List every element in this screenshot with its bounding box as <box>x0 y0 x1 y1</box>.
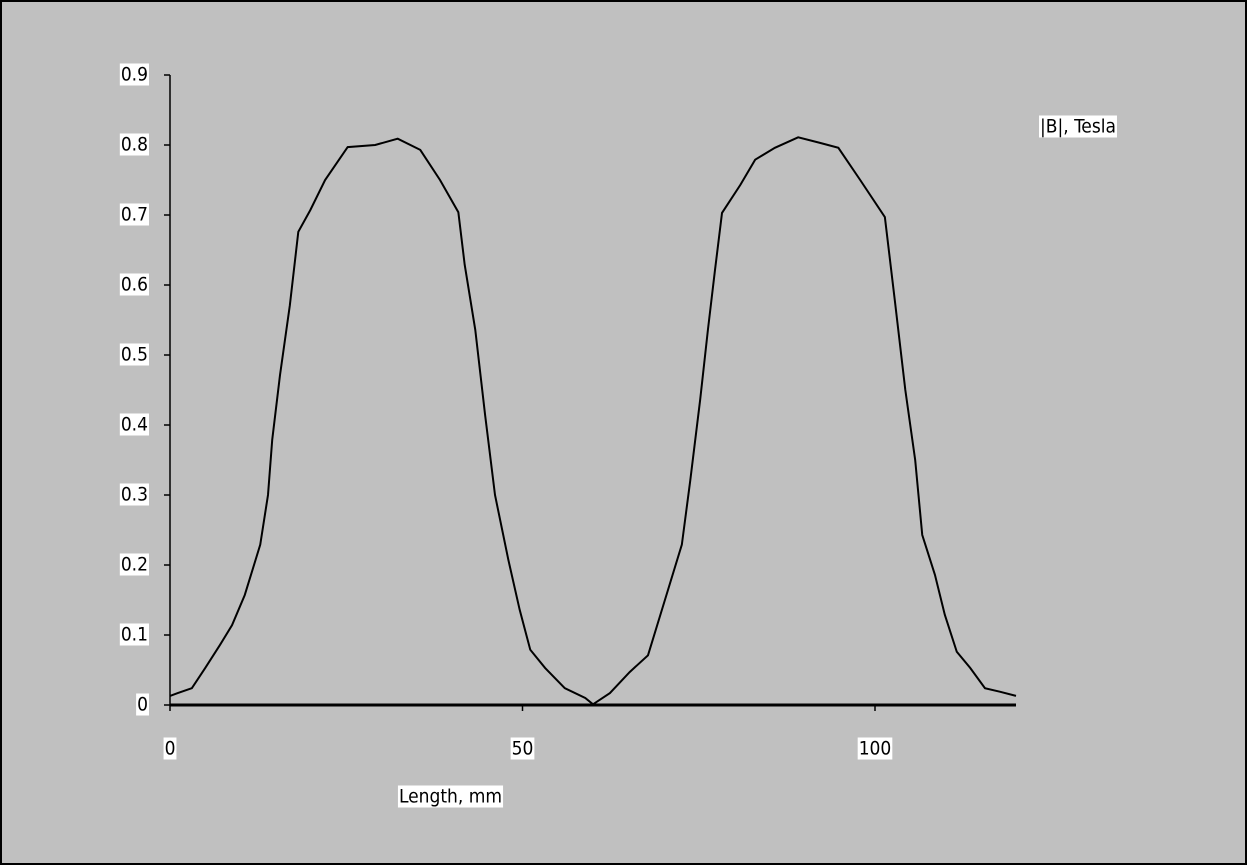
y-tick-label-background <box>119 343 149 366</box>
legend-label-background <box>1039 115 1117 138</box>
x-tick-label-background <box>163 737 177 760</box>
y-tick-label: 0.6 <box>121 274 148 296</box>
y-tick-label-background <box>119 273 149 296</box>
y-tick-label-background <box>119 203 149 226</box>
x-axis-title-background <box>397 785 504 808</box>
y-tick-label: 0 <box>137 694 148 716</box>
y-tick-label: 0.9 <box>121 64 148 86</box>
y-tick-label: 0.7 <box>121 204 148 226</box>
x-tick-label: 100 <box>859 738 892 760</box>
y-tick-label: 0.1 <box>121 624 148 646</box>
x-tick-label-background <box>857 737 893 760</box>
y-tick-label-background <box>119 63 149 86</box>
y-tick-label-background <box>119 483 149 506</box>
y-tick-label-background <box>119 133 149 156</box>
y-tick-label: 0.4 <box>121 414 148 436</box>
y-tick-label: 0.5 <box>121 344 148 366</box>
y-tick-label-background <box>119 623 149 646</box>
x-tick-label: 50 <box>512 738 534 760</box>
y-tick-label: 0.3 <box>121 484 148 506</box>
data-line <box>169 136 1017 706</box>
x-axis-title: Length, mm <box>399 786 502 808</box>
y-tick-label-background <box>136 693 149 716</box>
y-tick-label: 0.8 <box>121 134 148 156</box>
legend-label: |B|, Tesla <box>1040 116 1116 138</box>
y-tick-label: 0.2 <box>121 554 148 576</box>
y-tick-label-background <box>119 553 149 576</box>
y-tick-label-background <box>119 413 149 436</box>
x-tick-label: 0 <box>165 738 176 760</box>
x-tick-label-background <box>510 737 535 760</box>
